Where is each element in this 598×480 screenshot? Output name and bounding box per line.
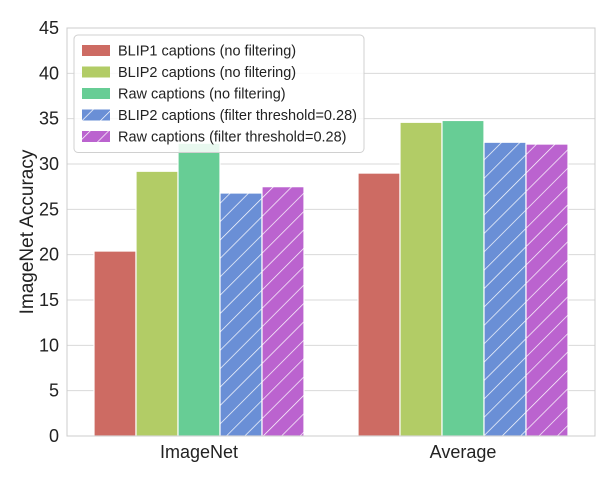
legend-label: BLIP1 captions (no filtering) (118, 44, 296, 60)
y-tick-label: 35 (39, 109, 59, 129)
plot-frame (66, 27, 596, 437)
legend-label: Raw captions (filter threshold=0.28) (118, 130, 347, 146)
legend-label: BLIP2 captions (filter threshold=0.28) (118, 108, 357, 124)
legend-swatch-hatch (82, 131, 110, 142)
x-tick-label: ImageNet (160, 442, 238, 462)
bar (399, 121, 443, 437)
y-tick-label: 20 (39, 245, 59, 265)
y-tick-label: 25 (39, 199, 59, 219)
plot-border (66, 27, 596, 437)
y-tick-label: 15 (39, 290, 59, 310)
x-tick-label: Average (430, 442, 497, 462)
bars (93, 119, 569, 437)
bar-hatch (484, 142, 526, 437)
bar (357, 172, 401, 437)
legend-swatch (82, 66, 110, 78)
y-tick-label: 30 (39, 154, 59, 174)
bar (177, 142, 221, 437)
bar (93, 250, 137, 437)
legend-swatch (82, 45, 110, 56)
y-tick-label: 5 (49, 381, 59, 401)
legend-swatch-hatch (82, 109, 110, 121)
legend-label: Raw captions (no filtering) (118, 87, 286, 103)
x-tick-labels: ImageNet Average (160, 442, 496, 462)
y-tick-label: 40 (39, 63, 59, 83)
bar-hatch (220, 193, 262, 436)
y-tick-labels: 0 5 10 15 20 25 30 35 40 45 (39, 18, 59, 446)
legend-label: BLIP2 captions (no filtering) (118, 65, 296, 81)
y-tick-label: 45 (39, 18, 59, 38)
bar-hatch (526, 144, 568, 436)
bar (441, 119, 485, 437)
legend-swatch (82, 88, 110, 99)
y-axis-label: ImageNet Accuracy (17, 149, 38, 314)
bar (135, 170, 179, 437)
bar-hatch (262, 186, 304, 436)
legend-box (73, 34, 365, 153)
y-tick-label: 0 (49, 426, 59, 446)
legend: BLIP1 captions (no filtering) BLIP2 capti… (73, 34, 365, 153)
y-tick-label: 10 (39, 335, 59, 355)
